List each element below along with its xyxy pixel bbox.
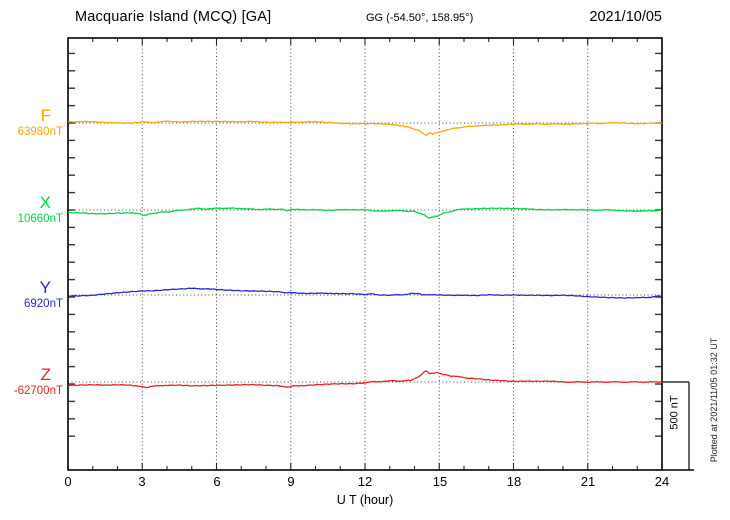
channel-letter-y: Y [39, 278, 51, 297]
trace-f [67, 120, 663, 136]
x-tick-18: 18 [506, 474, 522, 489]
x-tick-3: 3 [138, 474, 146, 489]
channel-baseline-x: 10660nT [17, 213, 63, 225]
channel-baseline-y: 6920nT [23, 298, 63, 310]
plot-frame [67, 37, 663, 471]
channel-baseline-f: 63980nT [17, 126, 63, 138]
x-tick-12: 12 [357, 474, 373, 489]
x-tick-21: 21 [580, 474, 596, 489]
channel-baseline-z: -62700nT [13, 385, 63, 397]
baseline-dotted-lines [68, 122, 662, 383]
x-tick-9: 9 [287, 474, 295, 489]
station-title: Macquarie Island (MCQ) [GA] [75, 9, 272, 25]
x-tick-24: 24 [654, 474, 670, 489]
scale-bar-label: 500 nT [668, 395, 681, 430]
channel-label-z: Z -62700nT [14, 365, 63, 399]
plot-date: 2021/10/05 [589, 9, 662, 25]
channel-letter-z: Z [40, 365, 51, 384]
trace-x [67, 207, 662, 219]
channel-label-x: X 10660nT [18, 193, 63, 227]
plotted-at-footnote: Plotted at 2021/11/05 01:32 UT [709, 337, 719, 463]
channel-label-f: F 63980nT [18, 106, 63, 140]
x-axis-label: U T (hour) [336, 493, 394, 507]
channel-label-y: Y 6920nT [24, 278, 63, 312]
x-tick-0: 0 [64, 474, 72, 489]
trace-y [67, 287, 663, 299]
trace-z [68, 370, 662, 389]
gridlines [141, 38, 589, 470]
geographic-coordinates: GG (-54.50°, 158.95°) [366, 12, 474, 24]
channel-letter-f: F [40, 106, 51, 125]
x-tick-6: 6 [213, 474, 221, 489]
x-tick-15: 15 [432, 474, 448, 489]
channel-letter-x: X [39, 193, 51, 212]
